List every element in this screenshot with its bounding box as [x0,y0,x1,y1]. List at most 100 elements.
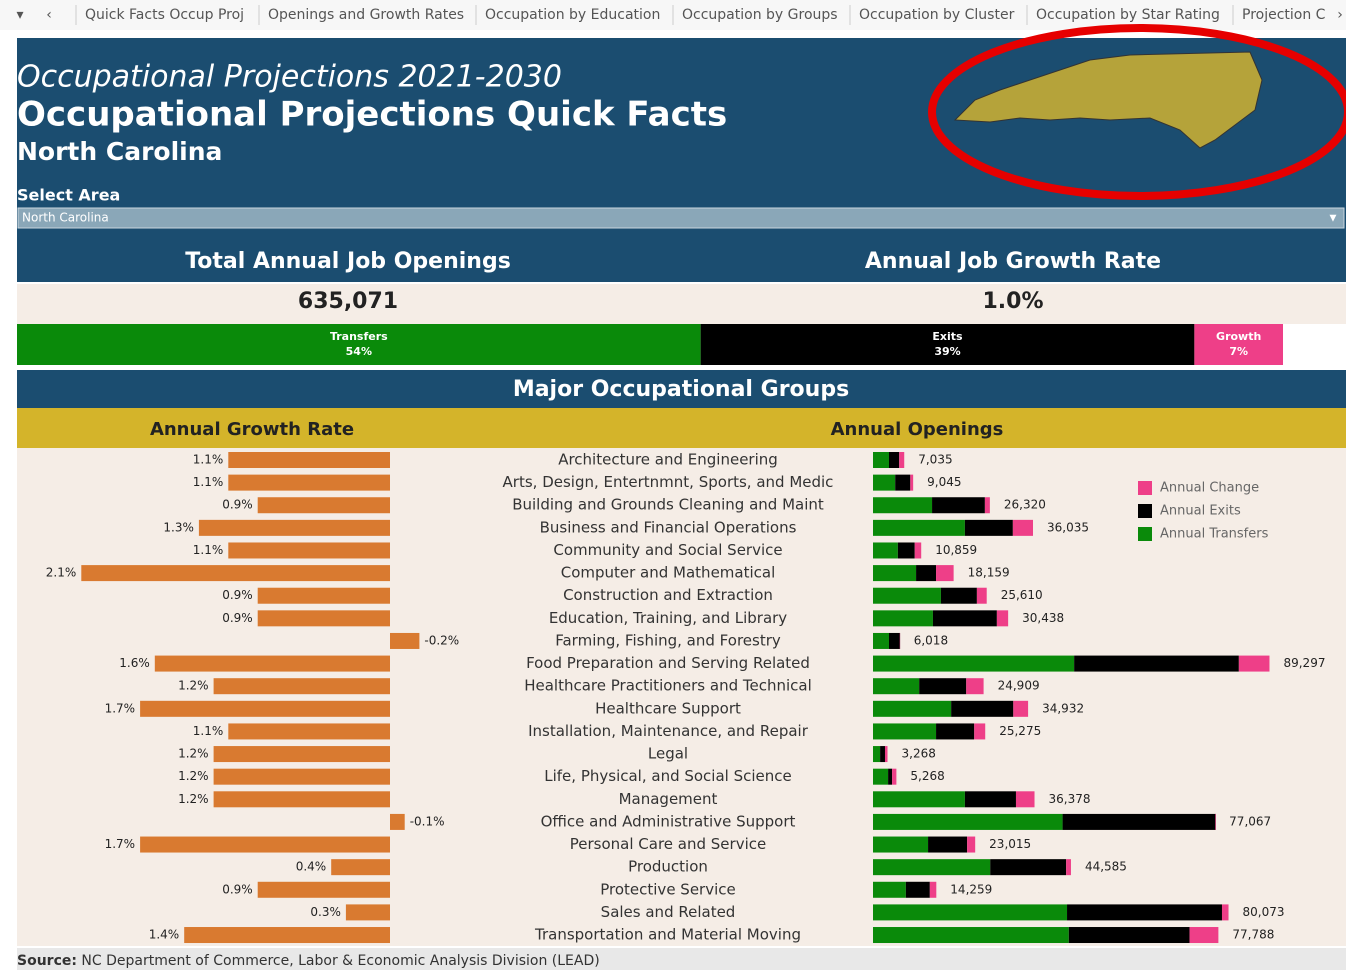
openings-bar [1012,519,1033,536]
growth-bar [390,813,405,830]
openings-bar [1221,904,1229,921]
select-arrow[interactable]: ▼ [1330,214,1337,224]
openings-bar [1013,700,1029,717]
openings-bar [1238,655,1270,672]
openings-bar [914,542,922,559]
header-area: North Carolina [17,137,222,166]
growth-label: 1.7% [105,837,136,851]
openings-total: 10,859 [935,543,977,557]
growth-bar [81,565,391,582]
select-box[interactable] [17,207,1345,229]
tab[interactable]: Occupation by Education [485,7,660,23]
legend-label: Annual Transfers [1160,527,1269,542]
mix-label: Transfers [330,330,388,343]
highlight-circle [928,24,1346,200]
select-label: Select Area [17,186,120,205]
category-label: Construction and Extraction [563,586,773,604]
openings-bar [873,927,1069,944]
category-label: Legal [648,745,688,763]
openings-total: 26,320 [1004,498,1046,512]
openings-total: 3,268 [902,747,936,761]
openings-bar [964,791,1016,808]
growth-label: 1.6% [119,656,150,670]
openings-total: 77,067 [1229,814,1271,828]
mix-value: 39% [934,345,960,358]
mix-bar [1194,324,1283,365]
kpi-value-bg [17,284,1346,324]
tab[interactable]: Occupation by Star Rating [1036,7,1220,23]
growth-label: 1.2% [178,679,209,693]
growth-bar [228,723,390,740]
openings-total: 36,035 [1047,520,1089,534]
openings-bar [910,474,914,491]
category-label: Production [628,858,708,876]
growth-bar [140,836,390,853]
tab[interactable]: Occupation by Groups [682,7,838,23]
openings-bar [1068,927,1190,944]
growth-label: 0.3% [310,905,341,919]
openings-bar [873,746,881,763]
category-label: Community and Social Service [553,541,782,559]
groups-title-bg [17,370,1346,408]
growth-label: 1.2% [178,747,209,761]
mix-bar [700,324,1195,365]
growth-bar [257,497,390,514]
select-value[interactable]: North Carolina [22,211,109,225]
legend-label: Annual Exits [1160,504,1241,519]
openings-bar [929,881,937,898]
header-title: Occupational Projections Quick Facts [17,95,727,135]
legend-swatch [1138,527,1152,541]
openings-bar [899,452,905,468]
category-label: Personal Care and Service [570,835,766,853]
kpi-title: Total Annual Job Openings [185,249,511,274]
openings-bar [873,904,1068,921]
groups-subtitle-bg [17,408,1346,448]
category-label: Farming, Fishing, and Forestry [555,631,781,649]
openings-bar [1189,927,1219,944]
growth-label: 2.1% [46,566,77,580]
growth-bar [390,632,420,649]
tab[interactable]: Occupation by Cluster [859,7,1015,23]
openings-bar [940,587,977,604]
openings-bar [873,859,991,876]
growth-bar [331,859,390,876]
tab[interactable]: Openings and Growth Rates [268,7,464,23]
tab[interactable]: Projection C [1242,7,1326,23]
tab-prev[interactable]: ‹ [46,7,52,23]
mix-label: Growth [1216,330,1261,343]
openings-total: 24,909 [998,679,1040,693]
openings-bar [996,610,1009,627]
category-label: Transportation and Material Moving [534,926,801,944]
openings-bar [916,565,937,582]
openings-total: 6,018 [914,633,948,647]
tab[interactable]: Quick Facts Occup Proj [85,7,244,23]
category-label: Installation, Maintenance, and Repair [528,722,809,740]
openings-bar [888,632,901,649]
openings-total: 25,610 [1001,588,1043,602]
openings-bar [880,746,885,763]
source: Source: NC Department of Commerce, Labor… [17,953,600,969]
openings-bar [1062,813,1216,830]
openings-total: 25,275 [999,724,1041,738]
openings-bar [873,791,965,808]
openings-bar [951,700,1014,717]
openings-bar [1074,655,1239,672]
openings-total: 18,159 [968,566,1010,580]
nc-map[interactable] [953,51,1263,149]
tab-menu[interactable]: ▾ [16,7,23,23]
openings-bar [873,519,965,536]
category-label: Building and Grounds Cleaning and Maint [512,496,824,514]
openings-bar [873,836,929,853]
mix-value: 54% [346,345,372,358]
growth-bar [228,452,390,468]
openings-total: 77,788 [1232,928,1274,942]
openings-total: 80,073 [1243,905,1285,919]
growth-bar [184,927,390,944]
openings-total: 14,259 [950,882,992,896]
openings-total: 44,585 [1085,860,1127,874]
growth-label: 1.1% [193,724,224,738]
openings-bar [888,768,893,785]
openings-bar [928,836,968,853]
tab-next[interactable]: › [1337,7,1343,23]
